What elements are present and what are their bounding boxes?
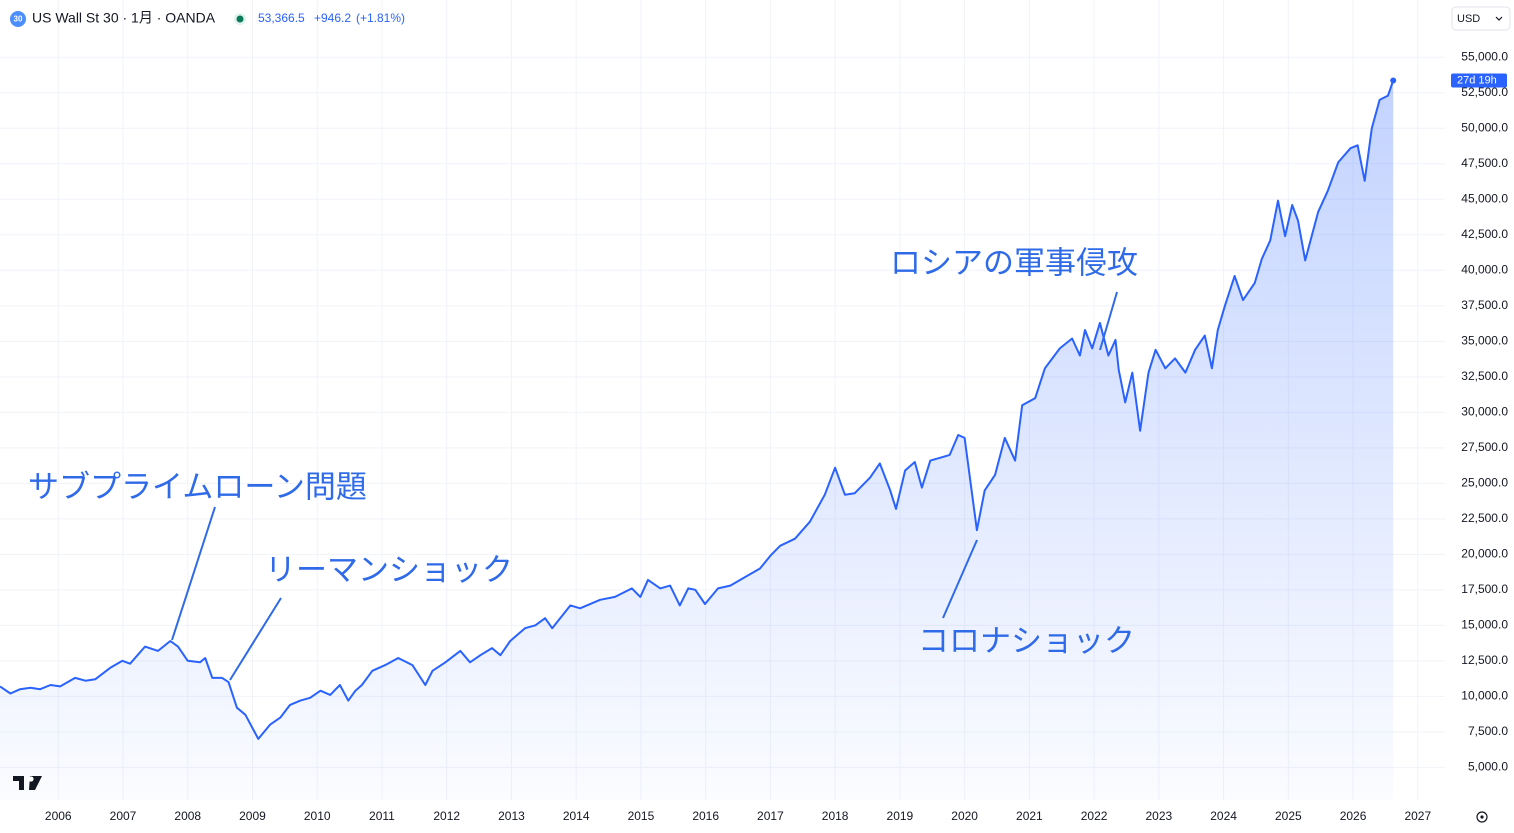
last-point (1390, 77, 1397, 84)
x-tick-label: 2026 (1340, 809, 1367, 823)
y-tick-label: 10,000.0 (1461, 689, 1508, 703)
y-tick-label: 52,500.0 (1461, 85, 1508, 99)
settings-icon-center (1480, 815, 1484, 819)
y-tick-label: 20,000.0 (1461, 546, 1508, 560)
x-tick-label: 2015 (628, 809, 655, 823)
y-tick-label: 22,500.0 (1461, 511, 1508, 525)
x-tick-label: 2011 (369, 809, 395, 823)
x-tick-label: 2024 (1210, 809, 1237, 823)
y-tick-label: 17,500.0 (1461, 582, 1508, 596)
x-tick-label: 2009 (239, 809, 266, 823)
y-tick-label: 35,000.0 (1461, 333, 1508, 347)
y-tick-label: 27,500.0 (1461, 440, 1508, 454)
x-tick-label: 2019 (887, 809, 914, 823)
x-tick-label: 2022 (1081, 809, 1108, 823)
currency-label: USD (1457, 13, 1480, 25)
x-tick-label: 2023 (1145, 809, 1172, 823)
currency-button[interactable] (1451, 6, 1511, 31)
x-tick-label: 2016 (692, 809, 719, 823)
y-tick-label: 5,000.0 (1468, 760, 1508, 774)
x-tick-label: 2006 (45, 809, 72, 823)
y-tick-label: 7,500.0 (1468, 724, 1508, 738)
tv-logo[interactable] (13, 776, 42, 790)
symbol-icon (10, 11, 26, 27)
x-tick-label: 2020 (951, 809, 978, 823)
annotation: サブプライムローン問題 (28, 470, 367, 506)
last-price: 53,366.5 (258, 11, 305, 25)
symbol-title: US Wall St 30 · 1月 · OANDA (32, 10, 216, 26)
annotation-line (229, 597, 282, 681)
y-tick-label: 30,000.0 (1461, 404, 1508, 418)
symbol-badge: 30 (14, 15, 23, 24)
x-tick-label: 2010 (304, 809, 331, 823)
x-tick-label: 2007 (110, 809, 137, 823)
y-tick-label: 25,000.0 (1461, 475, 1508, 489)
settings-icon[interactable] (1476, 811, 1488, 823)
y-tick-label: 12,500.0 (1461, 653, 1508, 667)
y-tick-label: 50,000.0 (1461, 120, 1508, 134)
x-tick-label: 2013 (498, 809, 525, 823)
annotation: コロナショック (918, 624, 1135, 660)
y-tick-label: 47,500.0 (1461, 156, 1508, 170)
y-tick-label: 37,500.0 (1461, 298, 1508, 312)
annotation-line (1099, 291, 1118, 351)
price-tag (1451, 73, 1507, 88)
x-tick-label: 2014 (563, 809, 590, 823)
y-tick-label: 32,500.0 (1461, 369, 1508, 383)
price-change: +946.2 (314, 11, 351, 25)
countdown: 27d 19h (1457, 74, 1497, 86)
annotation: ロシアの軍事侵攻 (890, 246, 1138, 282)
annotation-line (171, 506, 216, 641)
x-tick-label: 2025 (1275, 809, 1302, 823)
price-line (0, 80, 1395, 740)
annotation: リーマンショック (265, 553, 513, 589)
tv-logo-dot (28, 776, 34, 782)
status-dot (236, 15, 244, 23)
y-tick-label: 55,000.0 (1461, 49, 1508, 63)
x-tick-label: 2018 (822, 809, 849, 823)
annotation-line (942, 539, 978, 619)
x-tick-label: 2008 (174, 809, 201, 823)
x-tick-label: 2012 (433, 809, 460, 823)
plot (0, 77, 1397, 800)
x-tick-label: 2027 (1404, 809, 1431, 823)
y-tick-label: 42,500.0 (1461, 227, 1508, 241)
x-tick-label: 2021 (1016, 809, 1043, 823)
y-tick-label: 45,000.0 (1461, 191, 1508, 205)
currency-chevron (1495, 16, 1503, 21)
price-change-pct: (+1.81%) (356, 11, 405, 25)
x-tick-label: 2017 (757, 809, 784, 823)
y-tick-label: 15,000.0 (1461, 618, 1508, 632)
area-fill (0, 80, 1394, 800)
y-tick-label: 40,000.0 (1461, 262, 1508, 276)
